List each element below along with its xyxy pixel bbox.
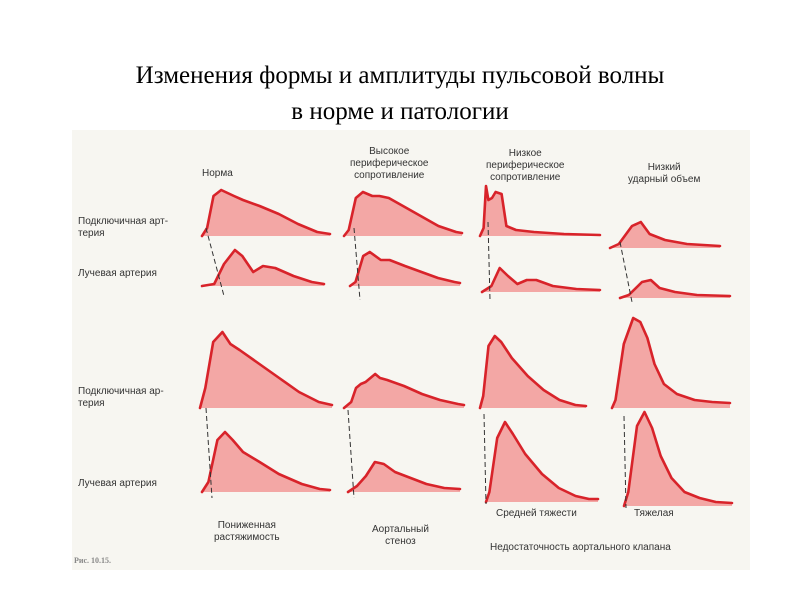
sync-line-low-resistance [487, 221, 491, 301]
wave-aortic-stenosis-radial-fill [348, 462, 460, 492]
wave-low-stroke-volume-radial [618, 278, 732, 300]
wave-aortic-stenosis-subclavian-fill [344, 374, 464, 408]
wave-moderate-insufficiency-radial-fill [486, 422, 598, 502]
sync-line-aortic-stenosis [347, 409, 355, 499]
wave-severe-insufficiency-subclavian-fill [612, 318, 730, 408]
wave-high-resistance-subclavian [342, 190, 464, 238]
wave-severe-insufficiency-radial [622, 410, 734, 508]
pulse-waves-drawing [198, 184, 734, 509]
wave-moderate-insufficiency-subclavian [478, 334, 588, 410]
wave-aortic-stenosis-radial [346, 460, 462, 494]
slide-title: Изменения формы и амплитуды пульсовой во… [0, 58, 800, 130]
column-label-norm: Норма [202, 168, 233, 179]
bottom-label-aortic-stenosis: Аортальный стеноз [372, 524, 429, 547]
column-label-high-resistance: Высокое периферическое сопротивление [350, 146, 429, 181]
wave-severe-insufficiency-radial-fill [624, 412, 732, 506]
sync-line-moderate-insufficiency [483, 413, 487, 505]
row-label-radial-top: Лучевая артерия [78, 268, 157, 279]
row-label-subclavian-bottom: Подключичная ар- терия [78, 386, 164, 409]
sync-line-low-distensibility [205, 407, 213, 499]
wave-low-resistance-subclavian [478, 184, 602, 238]
wave-aortic-stenosis-subclavian [342, 372, 466, 410]
sync-line-norm [205, 227, 225, 297]
column-label-low-stroke-volume: Низкий ударный объем [628, 162, 701, 185]
sync-line-severe-insufficiency [623, 415, 627, 509]
wave-high-resistance-radial-fill [350, 252, 460, 286]
wave-moderate-insufficiency-subclavian-fill [480, 336, 586, 408]
figure-caption: Рис. 10.15. [74, 556, 112, 565]
row-label-radial-bottom: Лучевая артерия [78, 478, 157, 489]
pulse-wave-figure: Норма Высокое периферическое сопротивлен… [72, 130, 750, 570]
bottom-label-aortic-insufficiency: Недостаточность аортального клапана [490, 542, 671, 553]
wave-norm-radial [200, 248, 326, 288]
wave-severe-insufficiency-subclavian [610, 316, 732, 410]
sync-line-low-stroke-volume [619, 241, 633, 303]
row-label-subclavian-top: Подключичная арт- терия [78, 216, 169, 239]
wave-low-stroke-volume-subclavian [608, 220, 722, 250]
bottom-label-moderate: Средней тяжести [496, 508, 577, 519]
title-line-1: Изменения формы и амплитуды пульсовой во… [135, 62, 665, 89]
wave-norm-subclavian [200, 188, 332, 238]
wave-low-resistance-radial [480, 266, 602, 294]
wave-high-resistance-subclavian-fill [344, 192, 462, 236]
column-label-low-resistance: Низкое периферическое сопротивление [486, 148, 565, 183]
wave-moderate-insufficiency-radial [484, 420, 600, 504]
wave-low-distensibility-subclavian [198, 330, 334, 410]
bottom-label-severe: Тяжелая [634, 508, 674, 519]
wave-high-resistance-radial [348, 250, 462, 288]
wave-low-distensibility-radial-fill [202, 432, 330, 492]
bottom-label-low-distensibility: Пониженная растяжимость [214, 520, 280, 543]
wave-low-distensibility-radial [200, 430, 332, 494]
title-line-2: в норме и патологии [291, 98, 509, 125]
sync-line-high-resistance [353, 227, 361, 301]
wave-low-resistance-radial-fill [482, 268, 600, 292]
wave-low-stroke-volume-subclavian-fill [610, 222, 720, 248]
wave-low-stroke-volume-radial-fill [620, 280, 730, 298]
